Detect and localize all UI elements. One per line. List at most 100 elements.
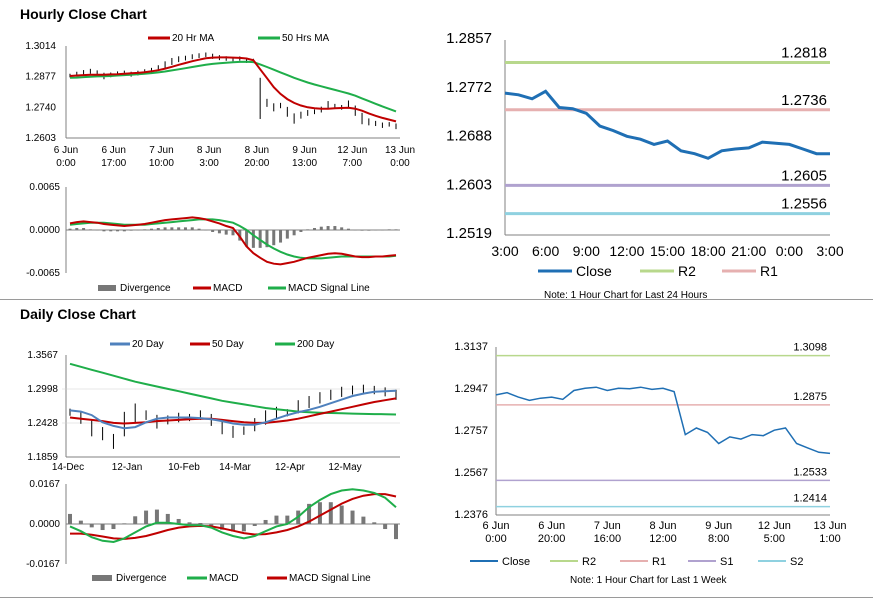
section-divider [0, 299, 873, 300]
legend-200-day-label: 200 Day [297, 339, 334, 350]
ma20-series-line [69, 389, 397, 430]
daily-section-title: Daily Close Chart [20, 306, 136, 322]
signal-series-line [70, 493, 397, 540]
divergence-bar [177, 227, 181, 230]
bottom-divider [0, 597, 873, 598]
divergence-bar [285, 515, 290, 524]
hourly-section-title: Hourly Close Chart [20, 6, 147, 22]
divergence-bar [82, 228, 86, 230]
xtick-time: 3:00 [816, 243, 843, 259]
macd-series-line [69, 488, 397, 544]
divergence-bar [129, 230, 133, 231]
xtick-date: 13 Jun [813, 520, 846, 532]
hourly-price-xtick-date: 7 Jun [149, 145, 173, 156]
legend-signal-label: MACD Signal Line [289, 573, 371, 584]
dw-yticks-ytick: 1.2376 [454, 509, 488, 521]
divergence-bar [328, 502, 333, 524]
legend-20hr-ma-label: 20 Hr MA [172, 33, 215, 44]
legend-divergence-label: Divergence [120, 283, 171, 294]
divergence-bar [136, 230, 140, 231]
hourly-macd-chart: 0.0065 0.0000 -0.0065 Divergence MACD MACD S… [26, 182, 400, 294]
divergence-bar [183, 227, 187, 230]
xtick-time: 21:00 [731, 243, 766, 259]
level-label-s1: 1.2533 [793, 466, 827, 478]
hourly-price-xtick-time: 3:00 [199, 158, 219, 169]
divergence-bar [333, 226, 337, 230]
hourly-price-xtick-date: 12 Jun [337, 145, 367, 156]
dw-yticks-ytick: 1.2567 [454, 467, 488, 479]
divergence-bar [252, 524, 257, 527]
daily-price-chart: 20 Day 50 Day 200 Day 1.3567 1.2998 1.2428 1.… [27, 339, 400, 473]
xtick-time: 20:00 [538, 533, 566, 545]
macd-series-line [69, 216, 397, 266]
level-label-r2: 1.3098 [793, 342, 827, 354]
divergence-bar [394, 229, 398, 230]
divergence-bar [224, 230, 228, 235]
hm-yticks-ytick: -0.0065 [26, 268, 60, 279]
hourly-price-xtick-time: 0:00 [390, 158, 410, 169]
ma20-series-line [69, 56, 397, 123]
divergence-bar [340, 227, 344, 230]
divergence-bar [350, 510, 355, 524]
legend-r2-label: R2 [582, 556, 596, 568]
xtick-date: 12 Jun [758, 520, 791, 532]
divergence-bar [383, 524, 388, 530]
divergence-bar [367, 230, 371, 231]
legend-s2-label: S2 [790, 556, 803, 568]
divergence-bar [265, 230, 269, 248]
xtick-time: 6:00 [532, 243, 559, 259]
dw-yticks-ytick: 1.2947 [454, 383, 488, 395]
divergence-bar [241, 524, 246, 532]
divergence-bar [209, 524, 214, 526]
divergence-bar [231, 230, 235, 236]
divergence-bar [217, 230, 221, 234]
xtick-time: 0:00 [485, 533, 506, 545]
h24-yticks-ytick: 1.2519 [446, 225, 492, 242]
divergence-bar [102, 230, 106, 232]
hourly-price-xtick-date: 8 Jun [197, 145, 221, 156]
daily-price-xtick: 14-Dec [52, 462, 84, 473]
divergence-bar [361, 516, 366, 524]
legend-20-day-label: 20 Day [132, 339, 164, 350]
divergence-bar [156, 228, 160, 230]
divergence-bar [319, 226, 323, 230]
daily-macd-ytick: 0.0167 [29, 479, 60, 490]
divergence-bar [360, 230, 364, 231]
divergence-bar [154, 509, 159, 524]
legend-r2-label: R2 [678, 263, 696, 279]
level-label-s1: 1.2605 [781, 167, 827, 184]
xtick-date: 7 Jun [594, 520, 621, 532]
xtick-date: 8 Jun [650, 520, 677, 532]
xtick-time: 5:00 [764, 533, 785, 545]
daily-price-xtick: 12-Jan [112, 462, 143, 473]
xtick-time: 15:00 [650, 243, 685, 259]
divergence-bar [89, 524, 94, 528]
legend-divergence-swatch [98, 285, 116, 291]
divergence-bar [150, 228, 153, 230]
divergence-bar [190, 227, 194, 230]
divergence-bar [163, 227, 167, 230]
divergence-bar [176, 518, 181, 524]
daily-price-ytick: 1.2998 [27, 384, 58, 395]
xtick-date: 6 Jun [538, 520, 565, 532]
close-series-line [495, 386, 831, 455]
divergence-bar [204, 230, 208, 231]
daily-price-xtick: 12-Apr [275, 462, 306, 473]
hourly-24h-note: Note: 1 Hour Chart for Last 24 Hours [544, 290, 708, 301]
divergence-bar [68, 228, 72, 230]
hourly-price-xtick-time: 10:00 [149, 158, 174, 169]
divergence-bar [292, 230, 296, 236]
dw-yticks-ytick: 1.3137 [454, 341, 488, 353]
hourly-price-xtick-time: 7:00 [343, 158, 363, 169]
h24-yticks-ytick: 1.2688 [446, 128, 492, 145]
divergence-bar [372, 522, 377, 524]
hourly-price-xtick-date: 13 Jun [385, 145, 415, 156]
level-label-r2: 1.2818 [781, 45, 827, 62]
divergence-bar [299, 230, 303, 232]
hourly-price-ytick: 1.2603 [25, 133, 56, 144]
xtick-time: 16:00 [594, 533, 622, 545]
daily-price-xtick: 12-May [328, 462, 361, 473]
xtick-time: 12:00 [649, 533, 677, 545]
divergence-bar [313, 228, 316, 230]
